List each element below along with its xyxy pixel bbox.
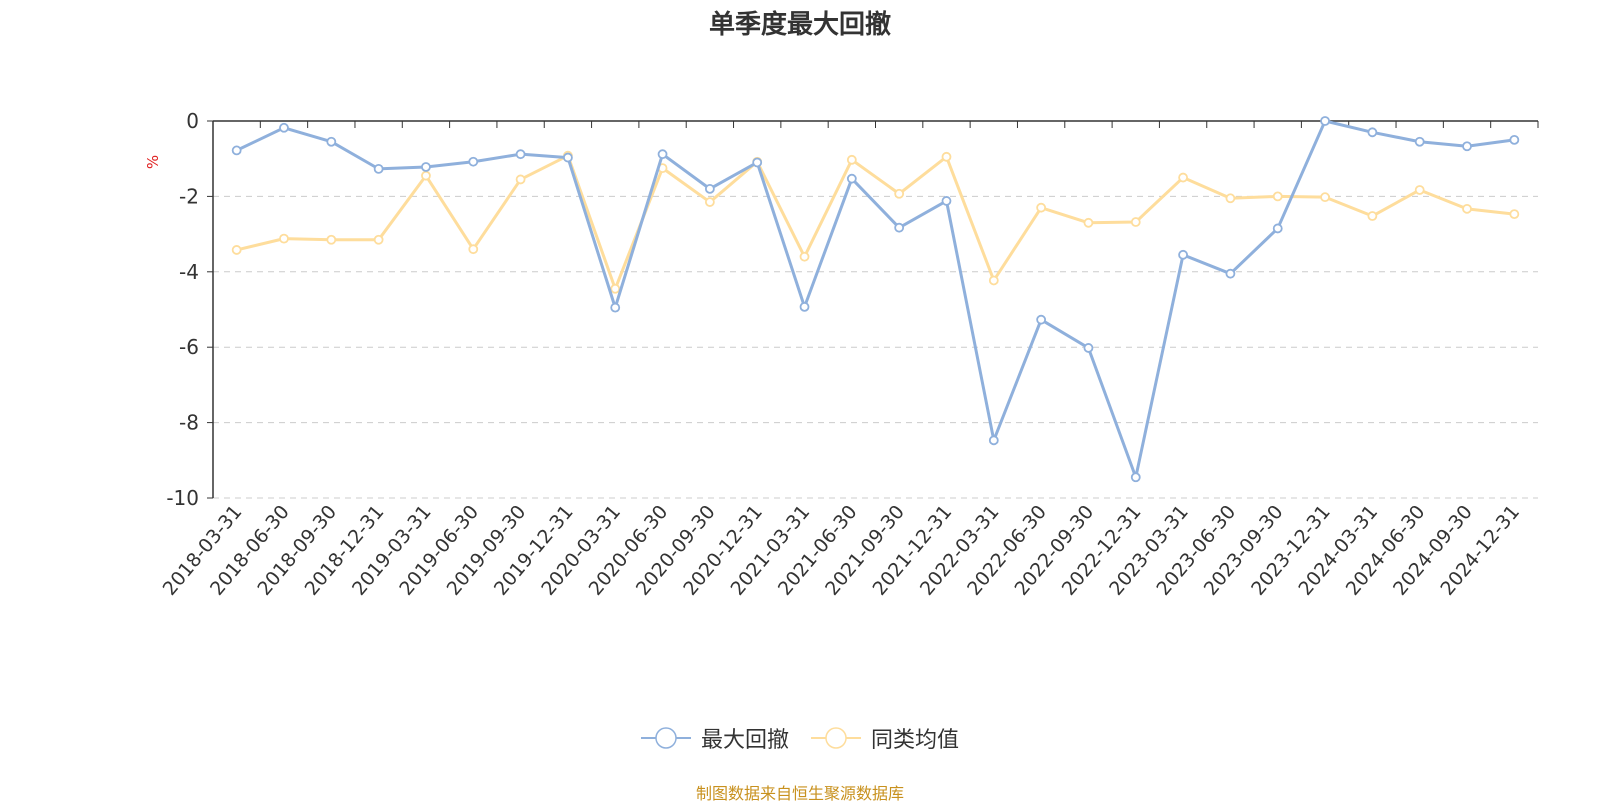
data-point — [988, 435, 999, 446]
data-point — [515, 149, 526, 160]
data-point — [894, 188, 905, 199]
data-point — [799, 251, 810, 262]
chart-title: 单季度最大回撤 — [708, 10, 891, 40]
data-point — [373, 163, 384, 174]
data-point — [563, 152, 573, 163]
data-point — [1462, 203, 1472, 214]
tick-labels: 0-2-4-6-8-102018-03-312018-06-302018-09-… — [144, 109, 1524, 600]
data-point — [894, 222, 905, 233]
data-point — [515, 174, 526, 185]
data-point — [1414, 185, 1425, 195]
data-point — [610, 283, 621, 294]
legend-label: 最大回撤 — [700, 728, 789, 753]
data-point — [1130, 217, 1141, 227]
data-point — [1320, 116, 1330, 126]
data-point — [1462, 141, 1472, 152]
axes — [207, 120, 1539, 499]
data-point — [1272, 191, 1283, 202]
data-point — [1083, 217, 1094, 228]
y-tick-label: -10 — [166, 486, 199, 510]
legend-marker-icon — [640, 727, 691, 749]
series-lines — [231, 116, 1520, 483]
data-point — [1414, 136, 1425, 147]
data-point — [846, 173, 857, 184]
data-point — [326, 234, 337, 245]
data-point — [421, 170, 431, 181]
y-axis-unit-label: % — [144, 155, 162, 169]
y-tick-label: -6 — [179, 335, 199, 359]
data-point — [373, 234, 384, 245]
legend-label: 同类均值 — [871, 728, 960, 753]
y-tick-label: -4 — [179, 260, 199, 284]
data-point — [468, 156, 479, 167]
data-point — [1178, 172, 1188, 183]
data-point — [468, 244, 479, 255]
data-point — [752, 157, 763, 168]
data-point — [1320, 192, 1330, 203]
data-point — [704, 183, 715, 194]
data-point — [1130, 472, 1141, 483]
data-point — [988, 275, 999, 286]
data-point — [1225, 268, 1236, 279]
data-point — [799, 301, 810, 312]
legend: 最大回撤 同类均值 — [0, 722, 1600, 754]
data-point — [231, 245, 242, 255]
data-point — [421, 162, 431, 172]
data-point — [279, 233, 289, 244]
data-point — [1272, 223, 1283, 234]
data-source-note: 制图数据来自恒生聚源数据库 — [695, 784, 904, 803]
legend-marker-icon — [811, 727, 861, 749]
legend-item-series-2[interactable]: 同类均值 — [811, 722, 959, 754]
data-point — [1225, 193, 1236, 204]
legend-item-series-1[interactable]: 最大回撤 — [640, 722, 789, 754]
data-point — [1367, 211, 1378, 221]
data-point — [231, 145, 242, 156]
data-point — [846, 154, 857, 165]
series-line-1 — [236, 119, 1515, 479]
data-point — [1036, 314, 1047, 325]
grid-lines — [213, 195, 1538, 499]
y-tick-label: 0 — [186, 109, 199, 133]
y-tick-label: -2 — [179, 184, 199, 208]
data-point — [1036, 202, 1047, 213]
y-tick-label: -8 — [179, 411, 199, 435]
data-point — [941, 196, 952, 206]
data-point — [1509, 209, 1520, 220]
data-point — [279, 122, 289, 133]
data-point — [941, 151, 952, 162]
data-point — [326, 136, 337, 147]
data-point — [1178, 249, 1188, 260]
series-line-2 — [236, 154, 1515, 291]
data-point — [657, 149, 668, 160]
data-point — [1083, 343, 1094, 353]
data-point — [610, 302, 621, 313]
data-point — [1509, 134, 1520, 145]
data-point — [704, 197, 715, 207]
data-point — [1367, 127, 1378, 138]
